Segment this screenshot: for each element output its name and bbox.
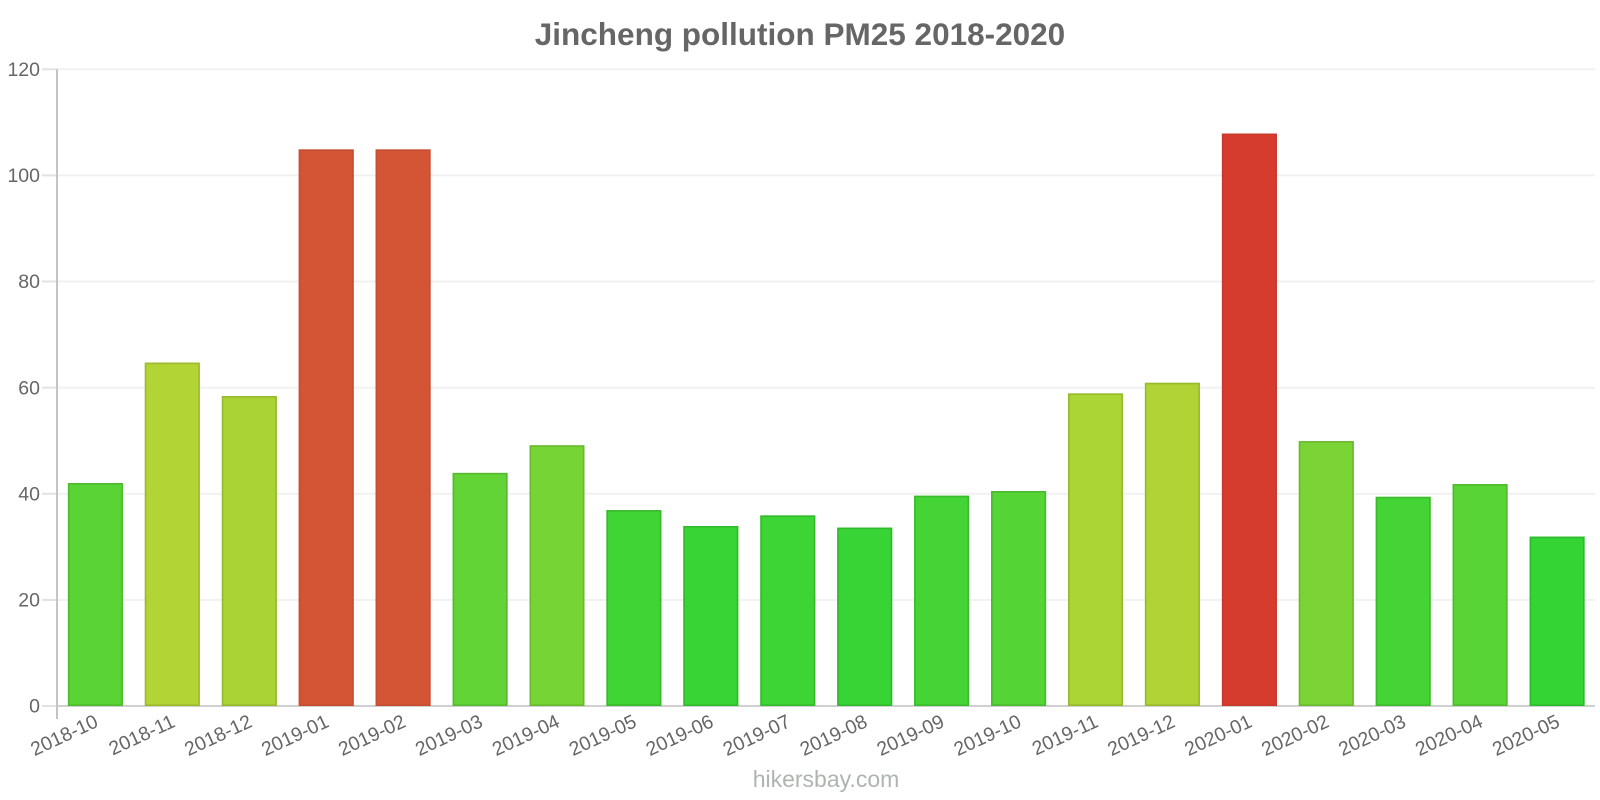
svg-text:100: 100 — [7, 165, 40, 187]
svg-text:80: 80 — [18, 271, 40, 293]
svg-text:120: 120 — [7, 59, 40, 81]
svg-text:0: 0 — [29, 696, 40, 718]
svg-text:20: 20 — [18, 590, 40, 612]
svg-text:40: 40 — [18, 484, 40, 506]
svg-text:Jincheng pollution PM25 2018-2: Jincheng pollution PM25 2018-2020 — [535, 16, 1065, 52]
svg-text:60: 60 — [18, 377, 40, 399]
svg-text:hikersbay.com: hikersbay.com — [753, 766, 900, 792]
